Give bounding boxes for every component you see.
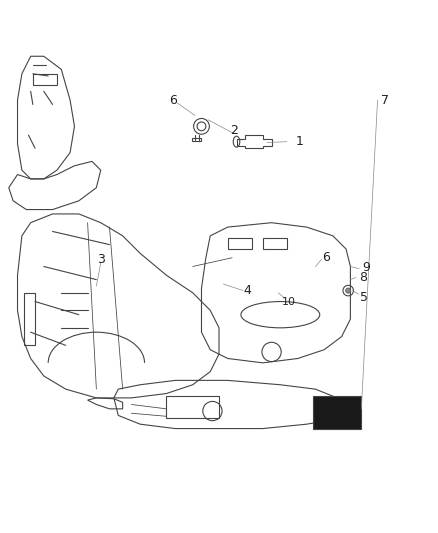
Text: 6: 6 [322, 251, 330, 264]
Text: 9: 9 [362, 261, 370, 274]
Text: 7: 7 [381, 94, 389, 107]
Text: 1: 1 [296, 135, 304, 148]
Text: 10: 10 [282, 296, 296, 306]
Text: 6: 6 [169, 94, 177, 107]
Text: 3: 3 [97, 253, 105, 266]
Text: 5: 5 [360, 290, 367, 304]
FancyBboxPatch shape [313, 395, 361, 429]
Circle shape [346, 288, 351, 293]
Text: 8: 8 [359, 271, 367, 284]
Text: 2: 2 [230, 124, 238, 137]
Text: 4: 4 [244, 284, 251, 297]
